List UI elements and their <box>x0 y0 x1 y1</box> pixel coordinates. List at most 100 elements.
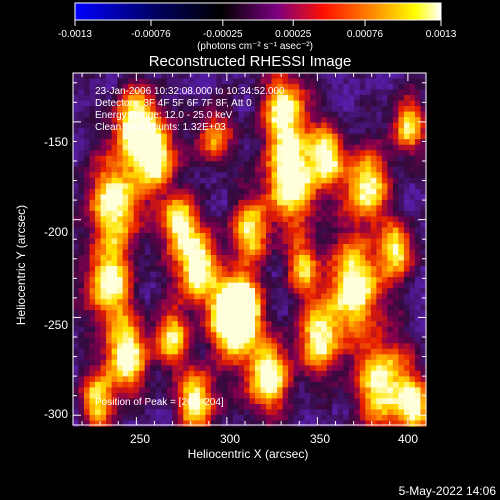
heatmap-cell <box>73 210 80 218</box>
heatmap-cell <box>221 260 229 267</box>
heatmap-cell <box>188 95 195 102</box>
heatmap-cell <box>315 266 322 273</box>
heatmap-cell <box>183 420 190 427</box>
heatmap-cell <box>348 249 355 256</box>
heatmap-cell <box>304 144 311 151</box>
heatmap-cell <box>144 161 151 168</box>
heatmap-cell <box>332 139 339 146</box>
heatmap-cell <box>392 354 400 361</box>
heatmap-cell <box>177 249 184 256</box>
heatmap-cell <box>128 381 135 388</box>
heatmap-cell <box>161 409 168 416</box>
heatmap-cell <box>243 293 251 300</box>
heatmap-cell <box>73 221 80 229</box>
heatmap-cell <box>365 260 372 267</box>
heatmap-cell <box>288 166 295 173</box>
heatmap-cell <box>194 100 201 107</box>
heatmap-cell <box>409 288 416 295</box>
heatmap-cell <box>420 403 427 411</box>
heatmap-cell <box>365 337 372 344</box>
heatmap-cell <box>315 398 322 405</box>
heatmap-cell <box>210 337 218 344</box>
heatmap-cell <box>348 194 355 201</box>
heatmap-cell <box>310 166 317 173</box>
heatmap-cell <box>321 150 328 157</box>
heatmap-cell <box>100 398 107 405</box>
heatmap-cell <box>166 139 173 146</box>
heatmap-cell <box>172 111 179 118</box>
heatmap-cell <box>414 381 422 388</box>
heatmap-cell <box>238 216 245 223</box>
heatmap-cell <box>299 337 306 344</box>
heatmap-cell <box>166 277 173 284</box>
heatmap-cell <box>172 266 179 273</box>
heatmap-cell <box>414 243 422 251</box>
heatmap-cell <box>381 321 388 328</box>
heatmap-cell <box>398 238 405 245</box>
heatmap-cell <box>414 392 422 400</box>
heatmap-cell <box>293 238 300 245</box>
heatmap-cell <box>293 293 300 300</box>
heatmap-cell <box>299 111 306 118</box>
heatmap-cell <box>122 343 129 350</box>
heatmap-cell <box>403 117 411 124</box>
heatmap-cell <box>177 387 184 394</box>
heatmap-cell <box>227 288 234 295</box>
heatmap-cell <box>73 199 80 206</box>
heatmap-cell <box>282 321 289 328</box>
heatmap-cell <box>348 277 355 284</box>
heatmap-cell <box>128 78 135 85</box>
heatmap-cell <box>232 216 240 223</box>
heatmap-cell <box>299 139 306 146</box>
heatmap-cell <box>150 409 157 416</box>
heatmap-cell <box>266 172 273 179</box>
heatmap-cell <box>73 166 80 173</box>
heatmap-cell <box>221 326 229 333</box>
heatmap-cell <box>359 238 366 245</box>
heatmap-cell <box>398 343 405 350</box>
heatmap-cell <box>73 139 80 146</box>
heatmap-cell <box>199 376 206 383</box>
heatmap-cell <box>238 227 245 234</box>
heatmap-cell <box>205 277 212 284</box>
heatmap-cell <box>161 111 168 118</box>
heatmap-cell <box>194 216 201 223</box>
heatmap-cell <box>282 337 289 344</box>
heatmap-cell <box>166 299 173 306</box>
heatmap-cell <box>414 150 422 157</box>
heatmap-cell <box>260 78 267 85</box>
heatmap-cell <box>199 381 206 388</box>
heatmap-cell <box>343 133 350 140</box>
heatmap-cell <box>370 150 377 157</box>
heatmap-cell <box>381 370 388 377</box>
heatmap-cell <box>238 139 245 146</box>
heatmap-cell <box>161 205 168 212</box>
heatmap-cell <box>249 199 256 206</box>
heatmap-cell <box>293 403 300 411</box>
heatmap-cell <box>365 288 372 295</box>
heatmap-cell <box>172 332 179 339</box>
heatmap-cell <box>172 122 179 129</box>
heatmap-cell <box>255 392 262 400</box>
heatmap-cell <box>288 188 295 195</box>
heatmap-cell <box>95 288 102 295</box>
heatmap-cell <box>326 144 333 151</box>
heatmap-cell <box>84 100 91 107</box>
heatmap-cell <box>161 304 168 311</box>
heatmap-cell <box>271 293 278 300</box>
heatmap-cell <box>293 199 300 206</box>
heatmap-cell <box>266 420 273 427</box>
heatmap-cell <box>387 227 394 234</box>
heatmap-cell <box>144 183 151 190</box>
colorbar <box>74 2 442 26</box>
heatmap-cell <box>216 403 223 411</box>
heatmap-cell <box>199 359 206 366</box>
heatmap-cell <box>255 161 262 168</box>
heatmap-cell <box>89 315 96 322</box>
heatmap-cell <box>304 89 311 96</box>
heatmap-cell <box>321 370 328 377</box>
heatmap-cell <box>310 122 317 129</box>
heatmap-cell <box>249 128 256 135</box>
heatmap-cell <box>238 266 245 273</box>
heatmap-cell <box>387 172 394 179</box>
